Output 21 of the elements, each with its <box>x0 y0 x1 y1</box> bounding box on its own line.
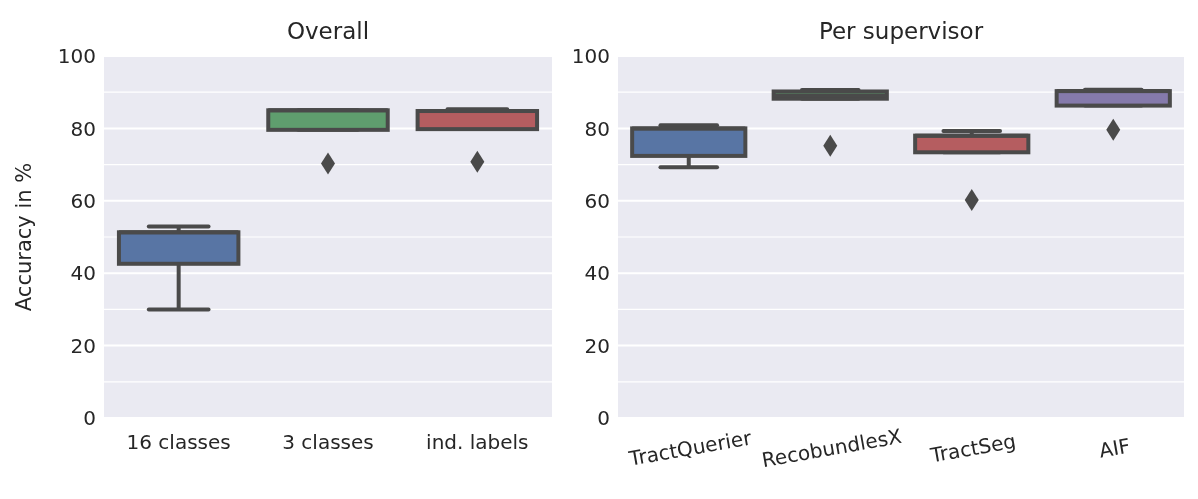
y-tick-label: 100 <box>57 44 96 69</box>
y-tick-label: 60 <box>584 188 610 213</box>
chart-title: Per supervisor <box>817 18 985 44</box>
x-tick-label: 3 classes <box>282 430 374 455</box>
x-tick-label: TractSeg <box>927 428 1018 468</box>
x-tick-label: ind. labels <box>426 430 529 455</box>
y-tick-label: 0 <box>83 406 96 431</box>
y-tick-label: 60 <box>70 188 96 213</box>
x-tick-label: 16 classes <box>126 430 231 455</box>
x-tick-label: AIF <box>1097 433 1133 463</box>
y-tick-label: 20 <box>584 333 610 358</box>
y-tick-label: 80 <box>584 116 610 141</box>
y-tick-label: 40 <box>584 261 610 286</box>
y-tick-label: 20 <box>70 333 96 358</box>
y-tick-label: 40 <box>70 261 96 286</box>
y-axis-title: Accuracy in % <box>12 162 37 312</box>
chart-title: Overall <box>285 18 371 44</box>
x-tick-label: TractQuerier <box>626 425 754 471</box>
y-tick-label: 100 <box>571 44 610 69</box>
y-tick-label: 0 <box>597 406 610 431</box>
y-tick-label: 80 <box>70 116 96 141</box>
